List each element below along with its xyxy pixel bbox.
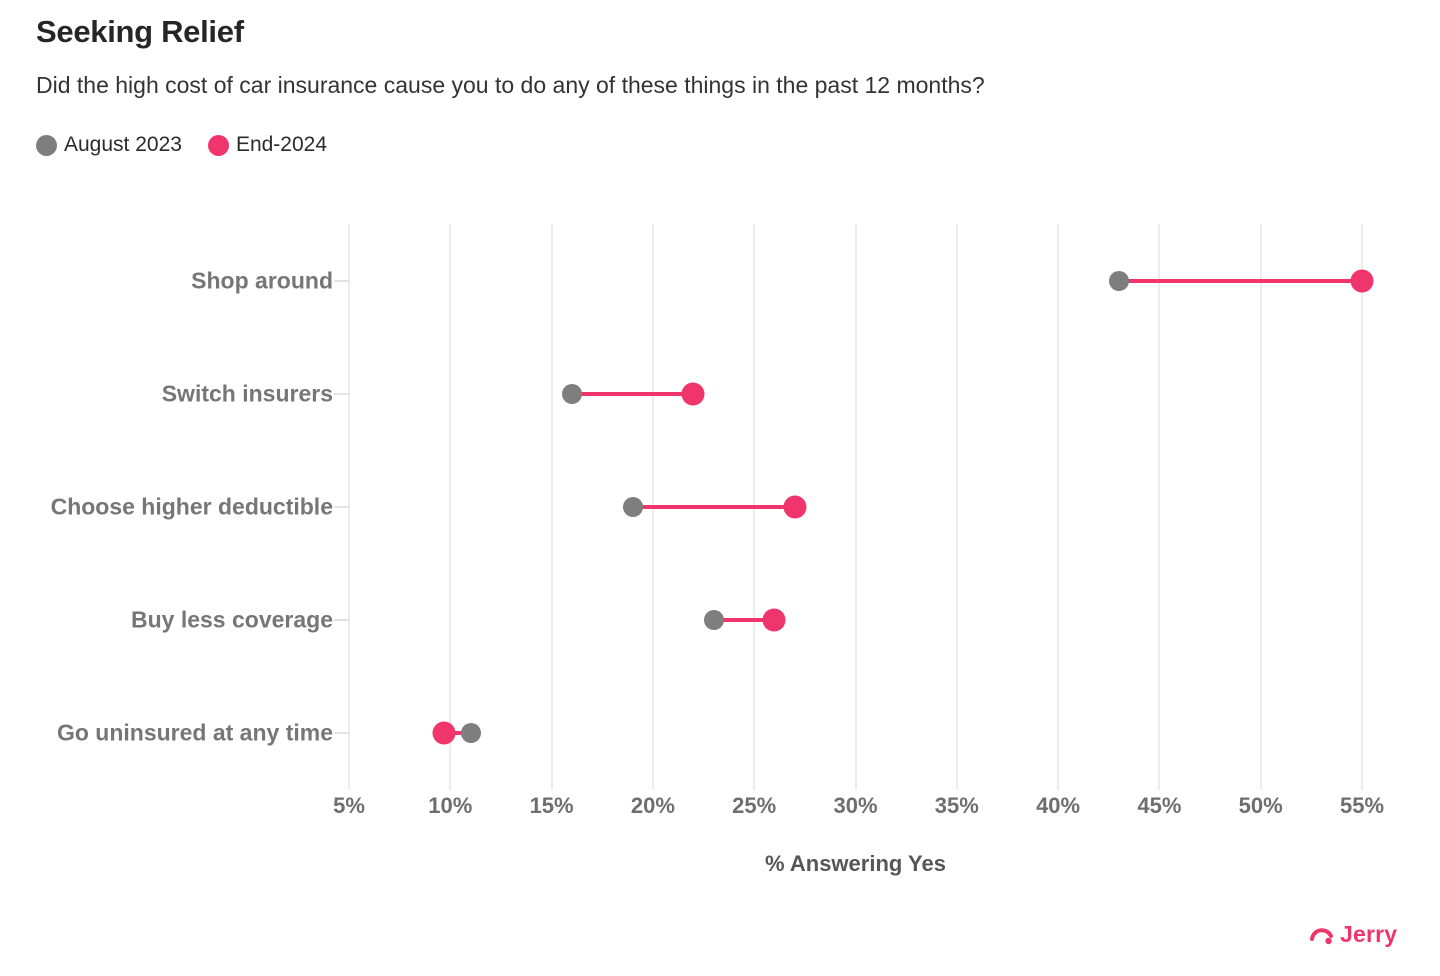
- x-tick-label: 15%: [529, 793, 574, 818]
- x-tick-label: 40%: [1036, 793, 1081, 818]
- legend-dot-icon: [36, 134, 57, 156]
- page-title: Seeking Relief: [36, 14, 244, 49]
- category-tick: [334, 732, 350, 735]
- data-point-aug2023: [703, 610, 724, 631]
- category-label: Switch insurers: [161, 380, 333, 407]
- category-label: Shop around: [191, 267, 333, 294]
- x-tick-label: 20%: [630, 793, 675, 818]
- category-label: Buy less coverage: [130, 606, 333, 633]
- data-point-aug2023: [460, 723, 481, 744]
- gridline: [1057, 224, 1060, 790]
- category-tick: [334, 392, 350, 395]
- gridline: [854, 224, 857, 790]
- brand-name: Jerry: [1340, 921, 1398, 947]
- legend-label: End-2024: [235, 133, 328, 156]
- legend-label: August 2023: [64, 133, 182, 156]
- chart-subtitle: Did the high cost of car insurance cause…: [36, 72, 985, 98]
- data-point-end2024: [762, 608, 786, 632]
- gridline: [1361, 224, 1363, 790]
- gridline: [955, 224, 958, 790]
- dumbbell-connector: [1118, 278, 1362, 283]
- data-point-end2024: [783, 495, 807, 519]
- category-label: Choose higher deductible: [50, 493, 333, 520]
- chart-legend: August 2023 End-2024: [36, 133, 327, 157]
- dumbbell-connector: [713, 618, 775, 623]
- legend-item: End-2024: [207, 133, 328, 157]
- x-tick-label: 25%: [732, 793, 777, 818]
- dumbbell-connector: [571, 391, 694, 396]
- brand-logo: Jerry: [1308, 921, 1397, 948]
- jerry-arc-icon: [1310, 927, 1333, 944]
- x-tick-label: 50%: [1238, 793, 1283, 818]
- data-point-aug2023: [622, 497, 643, 517]
- data-point-end2024: [681, 382, 705, 406]
- category-tick: [334, 279, 350, 282]
- dumbbell-connector: [632, 505, 795, 509]
- x-tick-label: 10%: [428, 793, 473, 818]
- x-tick-label: 55%: [1339, 793, 1385, 818]
- x-tick-label: 30%: [833, 793, 878, 818]
- x-axis-title: % Answering Yes: [765, 851, 946, 876]
- plot-area: [334, 224, 1374, 790]
- legend-dot-icon: [207, 134, 229, 156]
- category-tick: [334, 506, 350, 508]
- x-tick-label: 35%: [934, 793, 979, 818]
- x-tick-label: 5%: [333, 793, 365, 818]
- data-point-end2024: [432, 721, 456, 745]
- category-label: Go uninsured at any time: [56, 719, 333, 746]
- category-tick: [334, 619, 350, 622]
- legend-item: August 2023: [36, 133, 182, 157]
- gridline: [1259, 224, 1262, 790]
- data-point-end2024: [1350, 269, 1374, 293]
- data-point-aug2023: [561, 383, 582, 404]
- gridline: [1158, 224, 1161, 790]
- gridline: [550, 224, 553, 790]
- x-tick-label: 45%: [1137, 793, 1182, 818]
- gridline: [449, 224, 452, 790]
- dumbbell-connector: [444, 731, 471, 736]
- data-point-aug2023: [1108, 270, 1129, 291]
